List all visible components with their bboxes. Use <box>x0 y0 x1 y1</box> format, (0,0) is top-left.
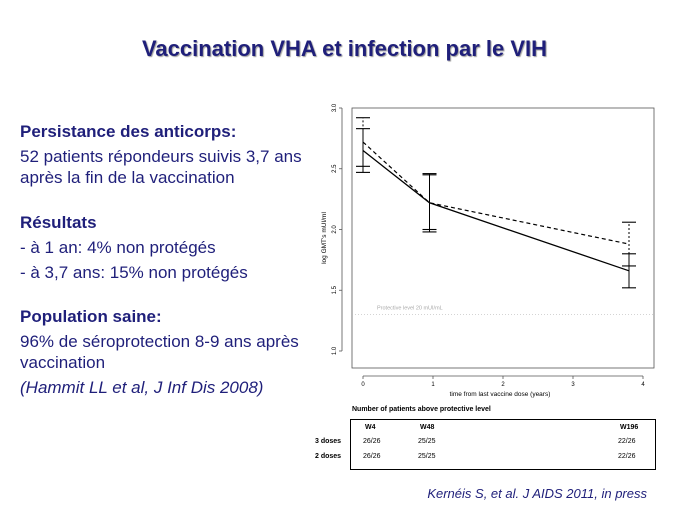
x-tick-label: 0 <box>361 382 365 388</box>
slide-title: Vaccination VHA et infection par le VIH <box>141 36 548 61</box>
table-cell: 22/26 <box>618 438 636 445</box>
table-cell: 22/26 <box>618 453 636 460</box>
y-axis-label: log GMT's mUI/ml <box>321 212 328 264</box>
section-heading-healthy-population: Population saine: <box>20 307 162 326</box>
x-tick-label: 4 <box>641 382 645 388</box>
antibody-persistence-text: 52 patients répondeurs suivis 3,7 ans ap… <box>20 147 302 187</box>
y-tick-label: 1.0 <box>332 346 338 355</box>
y-tick-label: 2.0 <box>332 225 338 234</box>
section-heading-results: Résultats <box>20 213 97 232</box>
x-tick-label: 1 <box>431 382 435 388</box>
healthy-population-text: 96% de séroprotection 8-9 ans après vacc… <box>20 332 299 372</box>
table-cell: 26/26 <box>363 453 381 460</box>
table-header-w196: W196 <box>620 424 639 431</box>
section-heading-antibodies: Persistance des anticorps: <box>20 122 237 141</box>
protective-level-label: Protective level 20 mUI/mL <box>377 306 443 312</box>
x-axis: 0 1 2 3 4 <box>361 375 645 388</box>
table-cell: 25/25 <box>418 438 436 445</box>
hammit-reference: (Hammit LL et al, J Inf Dis 2008) <box>20 378 264 397</box>
y-tick-label: 1.5 <box>332 285 338 294</box>
result-item-1-year: - à 1 an: 4% non protégés <box>20 238 216 257</box>
x-axis-label: time from last vaccine dose (years) <box>450 391 551 398</box>
x-tick-label: 3 <box>571 382 575 388</box>
citation: Kernéis S, et al. J AIDS 2011, in press <box>427 486 647 501</box>
y-axis: 1.0 1.5 2.0 2.5 3.0 <box>332 103 343 355</box>
table-title: Number of patients above protective leve… <box>352 406 491 413</box>
table-frame <box>350 419 656 470</box>
series-line-solid <box>362 150 630 272</box>
table-row-label-3-doses: 3 doses <box>315 438 342 445</box>
table-row-label-2-doses: 2 doses <box>315 453 342 460</box>
table-cell: 25/25 <box>418 453 436 460</box>
result-item-3-7-years: - à 3,7 ans: 15% non protégés <box>20 263 248 282</box>
x-tick-label: 2 <box>501 382 505 388</box>
y-tick-label: 3.0 <box>332 103 338 112</box>
table-cell: 26/26 <box>363 438 381 445</box>
table-header-w4: W4 <box>365 424 376 431</box>
left-text-column: Persistance des anticorps: 52 patients r… <box>20 121 320 398</box>
series-group <box>356 117 636 289</box>
plot-frame <box>351 107 655 369</box>
table-header-w48: W48 <box>420 424 435 431</box>
series-line-dashed <box>362 141 630 245</box>
y-tick-label: 2.5 <box>332 164 338 173</box>
gmt-line-chart: 1.0 1.5 2.0 2.5 3.0 0 1 2 3 4 Protective level 2… <box>321 103 655 398</box>
